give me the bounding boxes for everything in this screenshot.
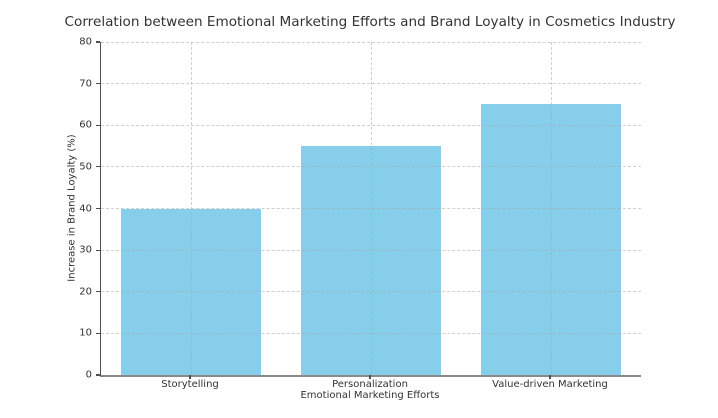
plot-area: [100, 41, 641, 377]
bar-personalization: [300, 146, 442, 375]
x-tick-label: Value-driven Marketing: [492, 379, 608, 390]
x-tick-label: Personalization: [332, 379, 408, 390]
y-tick-mark: [96, 249, 100, 251]
bars-layer: [101, 42, 641, 375]
y-tick-label: 10: [79, 327, 92, 339]
y-tick-mark: [96, 291, 100, 293]
y-tick-mark: [96, 332, 100, 334]
y-tick-mark: [96, 207, 100, 210]
y-tick-label: 60: [79, 119, 92, 131]
bar-storytelling: [120, 208, 262, 375]
chart-title: Correlation between Emotional Marketing …: [64, 14, 676, 30]
y-tick-label: 20: [79, 286, 92, 298]
y-tick-label: 70: [79, 78, 92, 90]
y-tick-mark: [96, 374, 100, 376]
x-axis-label: Emotional Marketing Efforts: [300, 390, 440, 401]
x-tick-mark: [369, 375, 371, 379]
y-tick-mark: [96, 41, 100, 43]
x-tick-mark: [189, 375, 191, 379]
y-tick-mark: [96, 124, 100, 126]
y-tick-label: 80: [79, 36, 92, 48]
y-tick-label: 40: [79, 203, 92, 214]
y-tick-label: 50: [79, 161, 92, 173]
y-tick-label: 30: [79, 244, 92, 256]
y-tick-label: 0: [85, 369, 92, 381]
x-tick-label: Storytelling: [161, 379, 219, 390]
y-tick-mark: [96, 83, 100, 85]
x-tick-mark: [549, 375, 551, 379]
y-tick-mark: [96, 166, 100, 168]
bar-value-driven-marketing: [480, 104, 622, 375]
